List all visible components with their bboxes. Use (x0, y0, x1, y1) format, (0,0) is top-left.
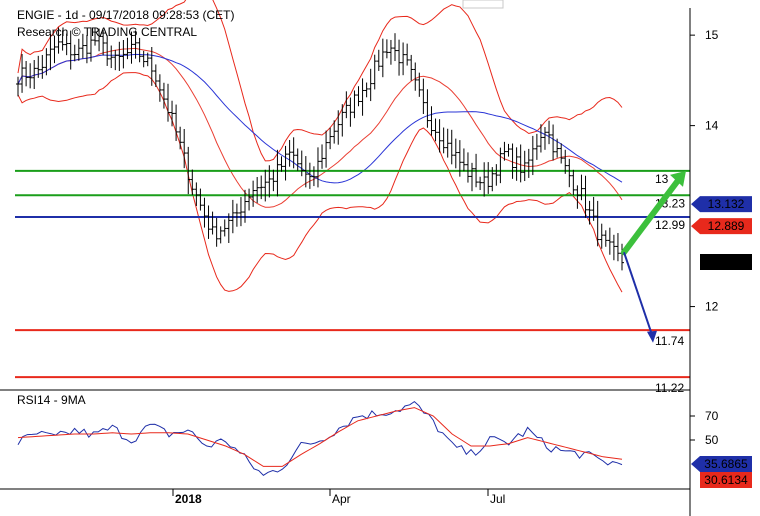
rsi-layer (17, 400, 623, 476)
price-tag-pointer (691, 196, 700, 213)
rsi-tag-text: 30.6134 (704, 473, 748, 487)
price-tag-box (700, 196, 752, 213)
price-tick-label: 15 (705, 28, 719, 42)
bollinger-upper-line (17, 0, 623, 162)
candles-layer (16, 27, 624, 271)
time-tick-label: 2018 (175, 492, 202, 506)
price-tag-box (700, 218, 752, 235)
down-arrow-shaft (623, 251, 653, 336)
rsi-tag-box (700, 472, 752, 488)
bollinger-lower-line (17, 72, 623, 293)
price-tick-label: 12 (705, 300, 719, 314)
rsi-title: RSI14 - 9MA (17, 393, 86, 407)
rsi-line (17, 400, 623, 476)
level-label: 11.74 (655, 334, 684, 348)
arrows-layer (621, 170, 686, 343)
up-arrow-shaft (621, 174, 683, 256)
price-tag-text: 12.45 (711, 255, 741, 269)
level-label: 13 (655, 172, 669, 186)
price-tick-label: 14 (705, 119, 719, 133)
level-label: 11.22 (655, 381, 684, 395)
rsi-signal-line (17, 407, 623, 467)
rsi-tag-pointer (691, 456, 700, 472)
chart-subtitle: Research © TRADING CENTRAL (17, 25, 197, 39)
price-tag-text: 13.132 (708, 197, 745, 211)
top-tab-box (462, 0, 504, 9)
rsi-tag-box (700, 456, 752, 472)
level-label: 12.99 (655, 218, 685, 232)
bollinger-layer (17, 0, 623, 293)
rsi-tick-label: 50 (705, 433, 719, 447)
down-arrow-head (647, 330, 657, 343)
up-arrow-head (670, 170, 686, 187)
price-tag-text: 12.889 (708, 219, 745, 233)
rsi-tick-label: 70 (705, 409, 719, 423)
price-tag-box (700, 254, 752, 270)
tags-layer: 13.132 12.889 12.45 35.6865 30.6134 (691, 196, 752, 488)
bollinger-mid-line (17, 47, 623, 208)
axes-layer: 15 14 12 70 50 2018 Apr Jul RSI14 - 9MA (0, 0, 719, 516)
chart-title: ENGIE - 1d - 09/17/2018 09:28:53 (CET) (17, 8, 234, 22)
price-tag-pointer (691, 218, 700, 235)
moving-average-line (17, 53, 623, 184)
rsi-tag-text: 35.6865 (704, 457, 748, 471)
time-tick-label: Jul (490, 492, 505, 506)
time-tick-label: Apr (332, 492, 351, 506)
